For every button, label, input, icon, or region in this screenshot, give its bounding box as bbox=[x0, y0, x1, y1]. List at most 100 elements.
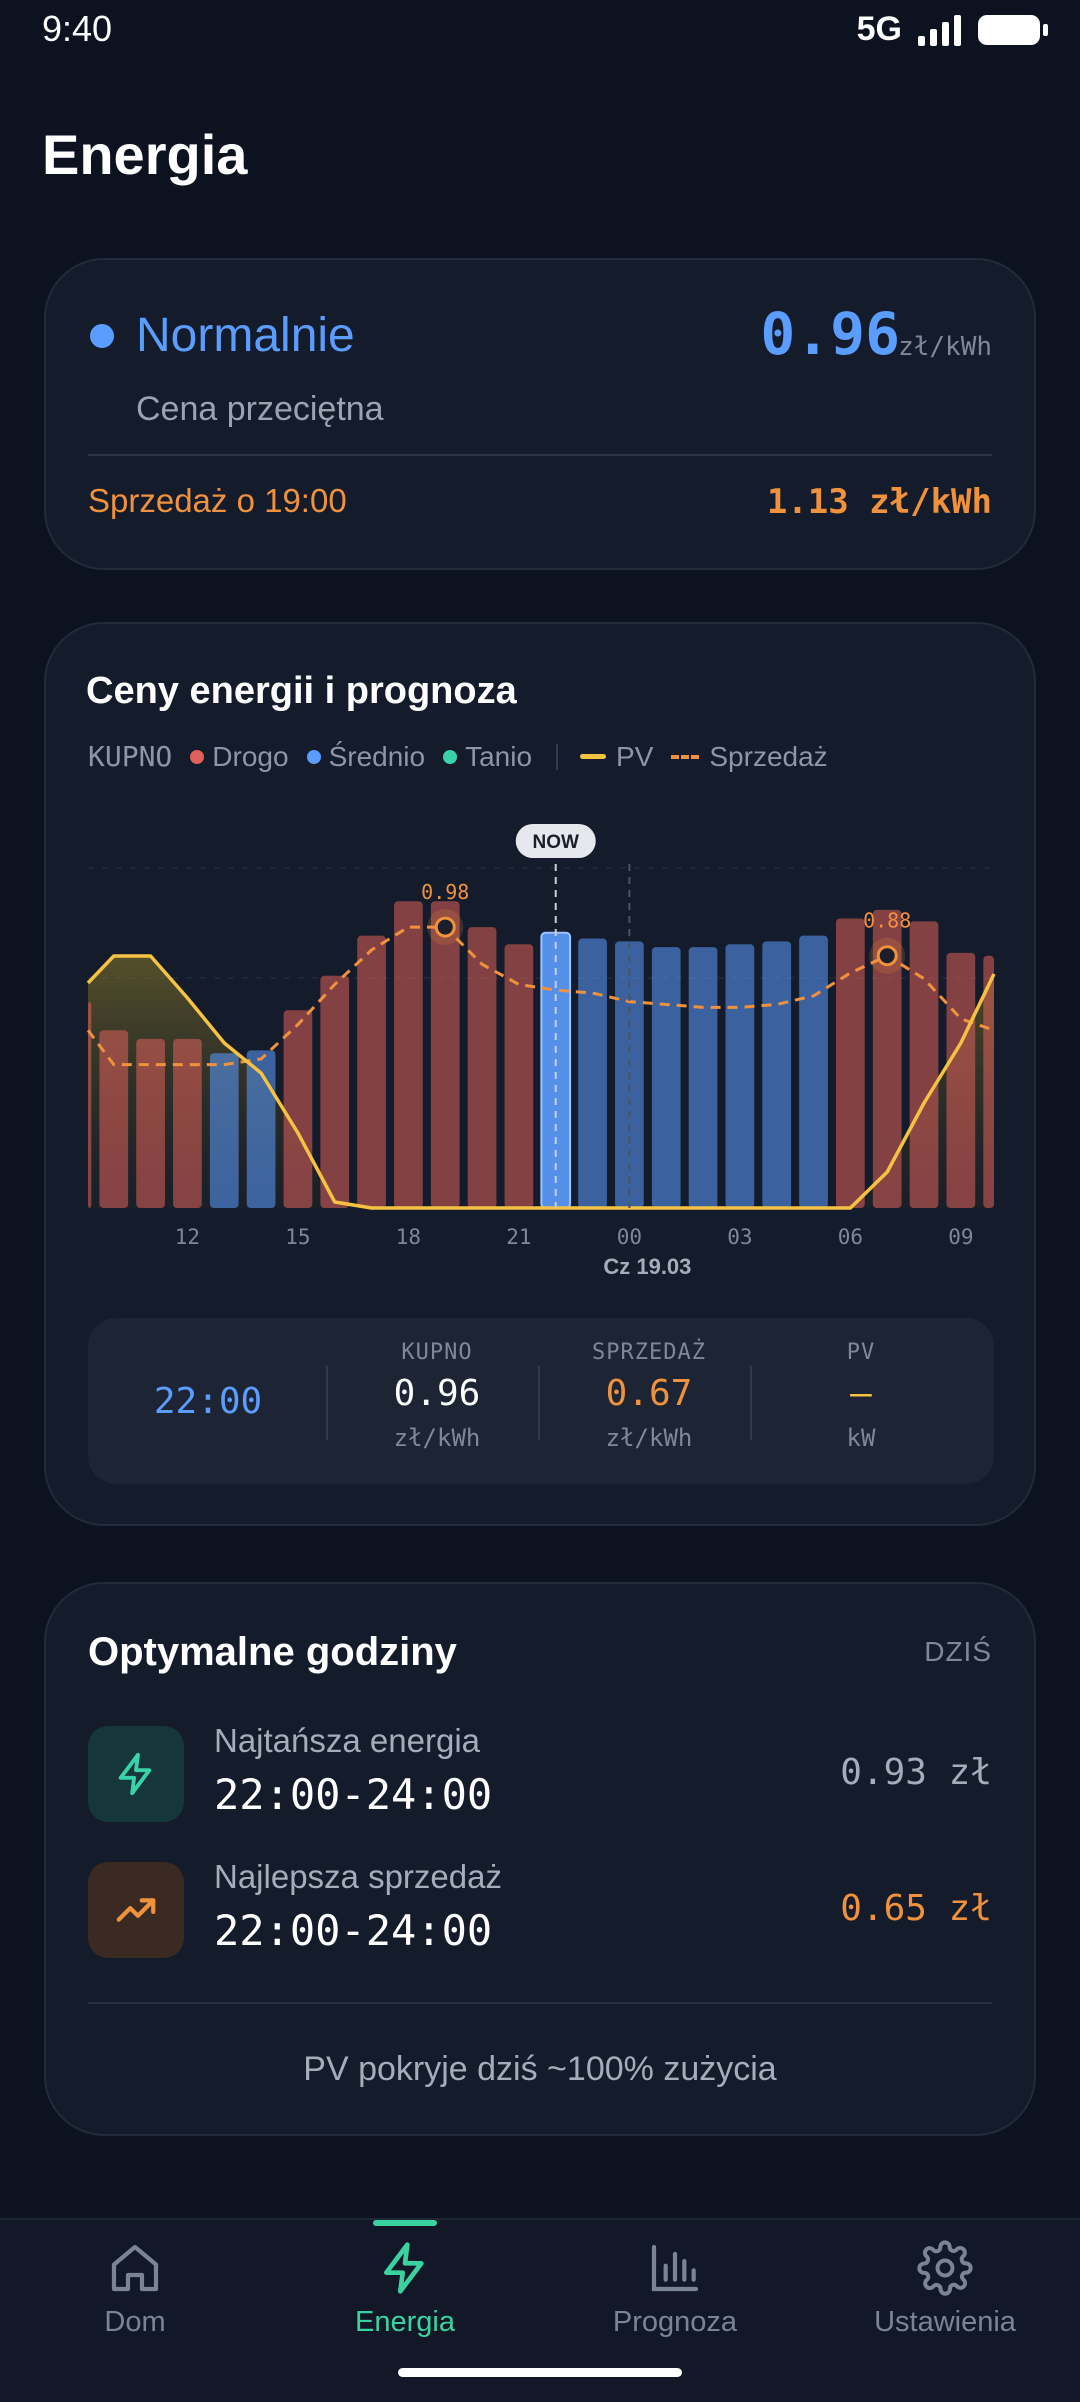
price-bar bbox=[394, 901, 423, 1208]
red-dot-icon bbox=[190, 749, 205, 764]
detail-buy: KUPNO 0.96 zł/kWh bbox=[332, 1340, 542, 1452]
home-indicator bbox=[398, 2368, 682, 2377]
nav-label-ustawienia: Ustawienia bbox=[874, 2306, 1016, 2338]
energy-chart-card: Ceny energii i prognoza KUPNO Drogo Śred… bbox=[44, 622, 1036, 1526]
legend-cheap-label: Tanio bbox=[465, 740, 533, 772]
detail-sale-unit: zł/kWh bbox=[605, 1424, 693, 1452]
nav-item-ustawienia[interactable]: Ustawienia bbox=[810, 2220, 1080, 2370]
legend-sale-label: Sprzedaż bbox=[709, 740, 828, 772]
sale-time-label: Sprzedaż o 19:00 bbox=[88, 482, 347, 519]
price-bar bbox=[762, 941, 792, 1208]
network-type: 5G bbox=[856, 10, 902, 48]
lightning-icon bbox=[384, 2242, 424, 2294]
chart-legend: KUPNO Drogo Średnio Tanio PV Sprzedaż bbox=[88, 740, 846, 773]
price-bar bbox=[99, 1030, 129, 1208]
sale-dash-icon bbox=[671, 754, 700, 759]
optimal-day-label: DZIŚ bbox=[924, 1636, 992, 1667]
detail-separator bbox=[538, 1366, 540, 1440]
x-tick-label: 21 bbox=[506, 1225, 531, 1249]
nav-label-prognoza: Prognoza bbox=[612, 2306, 738, 2338]
selected-hour-detail: 22:00 KUPNO 0.96 zł/kWh SPRZEDAŻ 0.67 zł… bbox=[88, 1318, 994, 1484]
x-tick-label: 12 bbox=[175, 1225, 200, 1249]
price-bar bbox=[836, 918, 865, 1208]
now-label: NOW bbox=[533, 832, 580, 853]
current-price-unit: zł/kWh bbox=[898, 332, 992, 362]
signal-icon bbox=[918, 14, 961, 46]
chart-title: Ceny energii i prognoza bbox=[86, 670, 517, 712]
best-sale-row[interactable]: Najlepsza sprzedaż 22:00-24:00 0.65 zł bbox=[88, 1858, 992, 1958]
price-bar bbox=[246, 1050, 276, 1208]
legend-expensive: Drogo bbox=[190, 740, 289, 773]
price-level-subtitle: Cena przeciętna bbox=[136, 390, 384, 428]
price-bar bbox=[209, 1053, 239, 1208]
pv-line-icon bbox=[580, 754, 607, 759]
trending-up-icon bbox=[88, 1862, 184, 1958]
sale-price: 1.13 zł/kWh bbox=[766, 482, 992, 522]
divider bbox=[88, 2002, 992, 2004]
price-bar bbox=[725, 944, 755, 1208]
lightning-icon bbox=[88, 1726, 184, 1822]
sale-peak-label: 0.88 bbox=[863, 909, 911, 933]
teal-dot-icon bbox=[443, 749, 458, 764]
bar-chart-icon bbox=[651, 2244, 699, 2292]
current-price: 0.96 bbox=[760, 300, 900, 368]
price-bar bbox=[688, 947, 718, 1208]
status-time: 9:40 bbox=[42, 8, 113, 49]
legend-cheap: Tanio bbox=[443, 741, 532, 773]
optimal-hours-card: Optymalne godziny DZIŚ Najtańsza energia… bbox=[44, 1582, 1036, 2136]
date-label: Cz 19.03 bbox=[603, 1254, 691, 1279]
nav-item-energia[interactable]: Energia bbox=[270, 2220, 540, 2370]
price-bar bbox=[909, 921, 939, 1208]
price-bar bbox=[946, 952, 976, 1208]
price-bar bbox=[430, 901, 460, 1208]
legend-medium: Średnio bbox=[306, 740, 426, 773]
optimal-title: Optymalne godziny bbox=[88, 1630, 457, 1674]
legend-pv: PV bbox=[580, 741, 653, 773]
price-bar bbox=[504, 944, 534, 1208]
legend-medium-label: Średnio bbox=[328, 740, 426, 772]
x-tick-label: 06 bbox=[838, 1225, 863, 1249]
detail-buy-label: KUPNO bbox=[401, 1340, 473, 1365]
best-sale-label: Najlepsza sprzedaż bbox=[214, 1858, 502, 1895]
detail-pv: PV – kW bbox=[756, 1340, 966, 1452]
price-bar bbox=[88, 1001, 92, 1208]
price-level: Normalnie bbox=[136, 309, 355, 362]
cheapest-label: Najtańsza energia bbox=[214, 1722, 480, 1759]
price-chart[interactable]: 0.98 0.88 NOW 12 15 18 21 00 03 06 09 Cz 19.03 bbox=[46, 624, 1036, 1304]
legend-pv-label: PV bbox=[616, 740, 654, 772]
detail-sale-label: SPRZEDAŻ bbox=[592, 1340, 706, 1365]
divider bbox=[88, 454, 992, 456]
detail-buy-value: 0.96 bbox=[393, 1373, 481, 1414]
best-sale-hours: 22:00-24:00 bbox=[214, 1906, 493, 1955]
price-bar bbox=[320, 975, 350, 1208]
detail-time: 22:00 bbox=[153, 1380, 263, 1422]
best-sale-price: 0.65 zł bbox=[840, 1888, 992, 1929]
cheapest-hours: 22:00-24:00 bbox=[214, 1770, 493, 1819]
now-badge bbox=[515, 824, 596, 858]
nav-item-prognoza[interactable]: Prognoza bbox=[540, 2220, 810, 2370]
blue-dot-icon bbox=[306, 749, 321, 764]
legend-expensive-label: Drogo bbox=[212, 740, 289, 772]
price-bar bbox=[872, 909, 902, 1208]
active-indicator bbox=[373, 2220, 437, 2226]
status-dot-icon bbox=[90, 324, 114, 348]
cheapest-energy-row[interactable]: Najtańsza energia 22:00-24:00 0.93 zł bbox=[88, 1722, 992, 1822]
nav-label-dom: Dom bbox=[104, 2306, 166, 2338]
x-tick-label: 03 bbox=[727, 1225, 752, 1249]
x-tick-label: 18 bbox=[396, 1225, 421, 1249]
status-icons: 5G bbox=[856, 10, 1048, 49]
sale-peak-marker bbox=[434, 916, 456, 938]
page-title: Energia bbox=[42, 123, 248, 186]
x-tick-label: 09 bbox=[948, 1225, 973, 1249]
x-tick-label: 00 bbox=[617, 1225, 642, 1249]
sale-peak-label: 0.98 bbox=[421, 880, 469, 904]
price-bar bbox=[651, 947, 681, 1208]
gear-icon bbox=[917, 2240, 973, 2296]
nav-item-dom[interactable]: Dom bbox=[0, 2220, 270, 2370]
battery-icon bbox=[978, 14, 1048, 45]
pv-line bbox=[86, 954, 996, 1210]
detail-separator bbox=[326, 1366, 328, 1440]
nav-label-energia: Energia bbox=[355, 2306, 455, 2338]
legend-sale: Sprzedaż bbox=[671, 740, 828, 773]
detail-sale: SPRZEDAŻ 0.67 zł/kWh bbox=[544, 1340, 754, 1452]
